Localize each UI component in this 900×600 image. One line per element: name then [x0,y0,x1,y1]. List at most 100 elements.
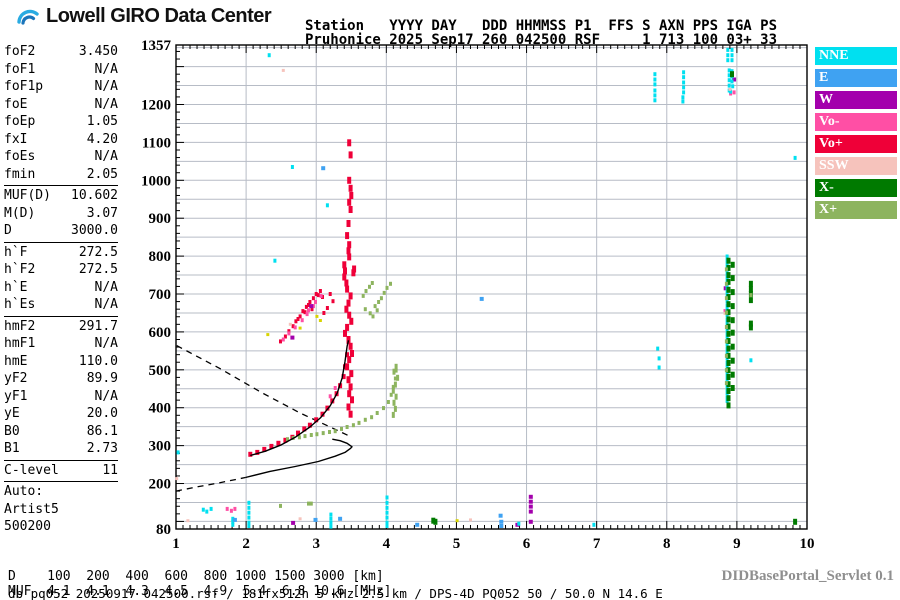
param-row-b1: B1 2.73 [4,440,118,458]
param-value: 3.07 [86,205,118,221]
echo-dot-x_plus [363,417,367,422]
param-row-b0: B0 86.1 [4,423,118,441]
y-axis-label: 800 [149,249,172,265]
echo-dot-x_plus [724,368,728,373]
param-row-clevel: C-level 11 [4,462,118,480]
echo-dot-vo_plus [279,339,282,344]
echo-dot-vo_minus [229,508,233,513]
echo-dot-x_plus [333,429,337,434]
echo-dot-x_plus [309,433,313,437]
param-label: C-level [4,462,59,478]
echo-dot-x_plus [297,435,301,440]
echo-dot-x_minus [748,297,753,304]
panel-separator [4,241,118,243]
echo-dot-w [291,520,296,525]
param-label: h`F2 [4,262,36,277]
profile-extrapolated [175,476,246,492]
echo-dot-vo_plus [349,317,354,325]
echo-dot-vo_plus [349,370,354,378]
echo-dot-vo_plus [304,304,308,309]
y-axis-label: 80 [156,522,171,538]
echo-dot-nne [727,83,731,88]
echo-dot-vo_plus [283,334,287,339]
echo-dot-nne [725,289,729,297]
echo-dot-x_minus [726,278,731,285]
echo-dot-nne [725,282,729,290]
legend-item-vo: Vo+ [815,135,897,153]
echo-dot-x_minus [748,324,753,331]
param-row-fxi: fxI 4.20 [4,131,118,149]
muf-table-distances: D 100 200 400 600 800 1000 1500 3000 [km… [8,569,384,584]
param-label: yE [4,406,20,421]
echo-dot-vo_plus [350,350,354,357]
param-value: N/A [94,297,118,312]
echo-dot-nne [329,516,333,521]
muf-distance-table: D 100 200 400 600 800 1000 1500 3000 [km… [8,569,392,599]
echo-dot-vo_plus [347,198,352,206]
echo-dot-vo_plus [347,311,352,319]
echo-dot-x_plus [351,423,355,428]
echo-dot-vo_plus [346,220,351,227]
echo-dot-vo_plus [311,296,315,301]
echo-dot-ssw [186,519,190,523]
echo-dot-nne [682,80,686,85]
param-label: fmin [4,166,36,182]
echo-dot-x_plus [364,289,368,293]
echo-dot-w [528,504,533,509]
echo-dot-nne [749,358,753,363]
echo-dot-vo_plus [276,440,281,446]
echo-dot-nne [231,522,235,527]
echo-dot-x_minus [726,301,731,308]
param-value: N/A [94,149,118,164]
param-label: M(D) [4,205,36,221]
param-value: 272.5 [78,262,118,277]
legend-item-vo: Vo- [815,113,897,131]
param-value: N/A [94,96,118,112]
echo-dot-vo_plus [347,241,352,249]
echo-dot-x_minus [726,352,731,359]
echo-dot-nne [325,203,329,208]
param-row-fof1p: foF1p N/A [4,78,118,96]
echo-dot-nne [247,524,251,528]
ionogram-plot[interactable]: 1 2 3 4 5 6 7 8 9 10 1357 1200 1100 1000 900 800 700 600 5… [130,38,820,550]
echo-dot-vo_plus [345,232,350,240]
echo-dot-x_minus [726,395,731,402]
echo-dot-vo_minus [281,337,285,342]
echo-dot-vo_plus [350,396,354,404]
y-axis-label: 300 [149,439,172,455]
param-row-fmin: fmin 2.05 [4,166,118,184]
station-header-line2: Pruhonice 2025 Sep17 260 042500 RSF 1 71… [305,32,778,48]
echo-dot-vo_plus [347,139,352,147]
echo-dot-yellow [455,519,459,523]
echo-dot-vo_plus [344,305,349,313]
echo-dot-e [415,522,420,527]
param-value: 11 [102,462,118,478]
echo-dot-vo_plus [303,310,307,315]
echo-dot-x_plus [328,430,331,434]
station-header-line1: Station YYYY DAY DDD HHMMSS P1 FFS S AXN… [305,18,778,34]
echo-dot-nne [247,520,251,525]
param-value: 110.0 [78,353,118,369]
echo-dot-vo_plus [262,446,267,452]
echo-dot-nne [681,95,685,100]
echo-dot-vo_plus [343,267,347,275]
param-row-d: D 3000.0 [4,222,118,240]
param-row-artist5: Artist5 [4,501,118,519]
echo-dot-nne [247,500,251,505]
echo-dot-x_minus [726,381,731,388]
param-row-foep: foEp 1.05 [4,113,118,131]
echo-dot-x_plus [345,425,349,429]
echo-dot-nne [273,258,277,263]
legend-item-nne: NNE [815,47,897,65]
y-axis-label: 600 [149,325,172,341]
param-row-fof2: foF2 3.450 [4,43,118,61]
echo-dot-nne [682,85,686,90]
x-axis-label: 4 [383,536,391,550]
echo-dot-nne [725,303,729,311]
echo-dot-vo_plus [325,405,330,411]
echo-dot-x_minus [726,286,731,293]
y-axis-label: 200 [149,477,172,493]
echo-dot-nne [329,520,333,525]
legend-item-e: E [815,69,897,87]
plot-frame [175,44,808,530]
